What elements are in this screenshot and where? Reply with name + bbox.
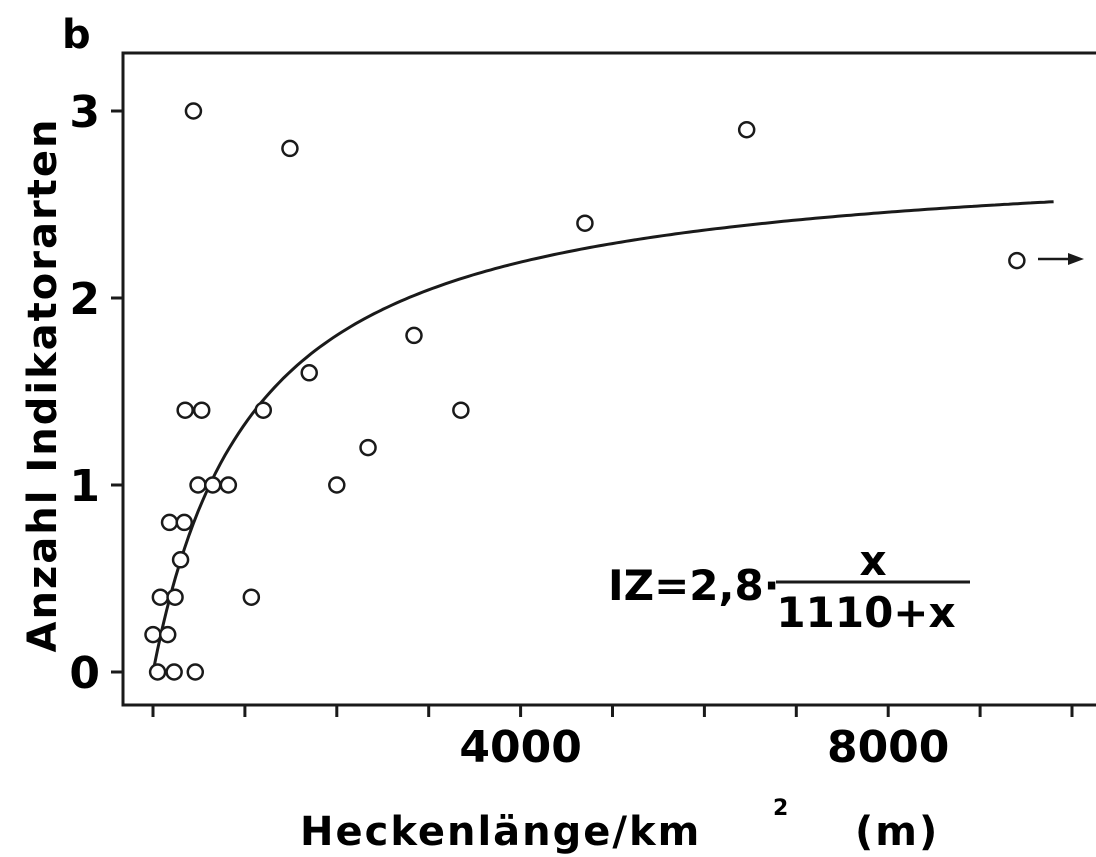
data-point <box>186 663 205 681</box>
y-tick-label: 2 <box>69 274 100 325</box>
data-point <box>192 401 211 419</box>
offscale-arrow <box>1038 253 1084 265</box>
data-points <box>144 102 1026 681</box>
data-point <box>576 214 594 232</box>
x-axis-title-unit: (m) <box>855 809 939 855</box>
equation-denominator: 1110+x <box>776 588 955 637</box>
y-tick-label: 1 <box>69 461 100 512</box>
y-axis-title: Anzahl Indikatorarten <box>20 118 66 653</box>
data-point <box>254 401 273 419</box>
data-point <box>328 476 346 494</box>
data-point <box>160 513 179 532</box>
data-point <box>171 551 190 569</box>
equation-lhs: IZ=2,8· <box>608 561 780 610</box>
data-point <box>144 625 162 644</box>
data-point <box>166 588 184 606</box>
data-point <box>242 588 261 606</box>
x-tick-label: 8000 <box>827 722 949 773</box>
fit-curve <box>151 200 1054 673</box>
data-point <box>203 476 222 494</box>
data-point <box>158 625 177 644</box>
data-point <box>452 401 470 419</box>
data-point <box>281 139 299 158</box>
data-point <box>189 476 207 494</box>
x-axis-title-text: Heckenlänge/km <box>300 809 701 855</box>
x-tick-label: 4000 <box>459 722 581 773</box>
data-point <box>151 588 170 606</box>
data-point <box>148 663 167 681</box>
data-point <box>737 120 756 139</box>
x-axis-title: Heckenlänge/km 2 (m) <box>300 796 939 855</box>
y-tick-label: 3 <box>69 87 100 138</box>
data-point <box>1008 251 1026 270</box>
plot-border <box>121 51 1096 707</box>
y-axis-tick-labels: 0 1 2 3 <box>69 87 100 699</box>
data-point <box>359 438 377 457</box>
y-axis-ticks <box>111 109 123 674</box>
data-point <box>165 663 183 681</box>
panel-label: b <box>62 12 91 58</box>
data-point <box>184 102 203 120</box>
data-point <box>300 364 318 382</box>
plot-frame <box>121 51 1096 707</box>
data-point <box>176 401 194 419</box>
fit-equation: IZ=2,8· x 1110+x <box>608 536 970 637</box>
data-point <box>219 476 238 494</box>
x-axis-ticks <box>151 705 1074 717</box>
x-axis-title-superscript: 2 <box>773 796 788 821</box>
y-tick-label: 0 <box>69 648 100 699</box>
x-axis-tick-labels: 4000 8000 <box>459 722 949 773</box>
data-point <box>175 513 193 532</box>
equation-numerator: x <box>859 536 886 585</box>
data-point <box>405 326 423 345</box>
